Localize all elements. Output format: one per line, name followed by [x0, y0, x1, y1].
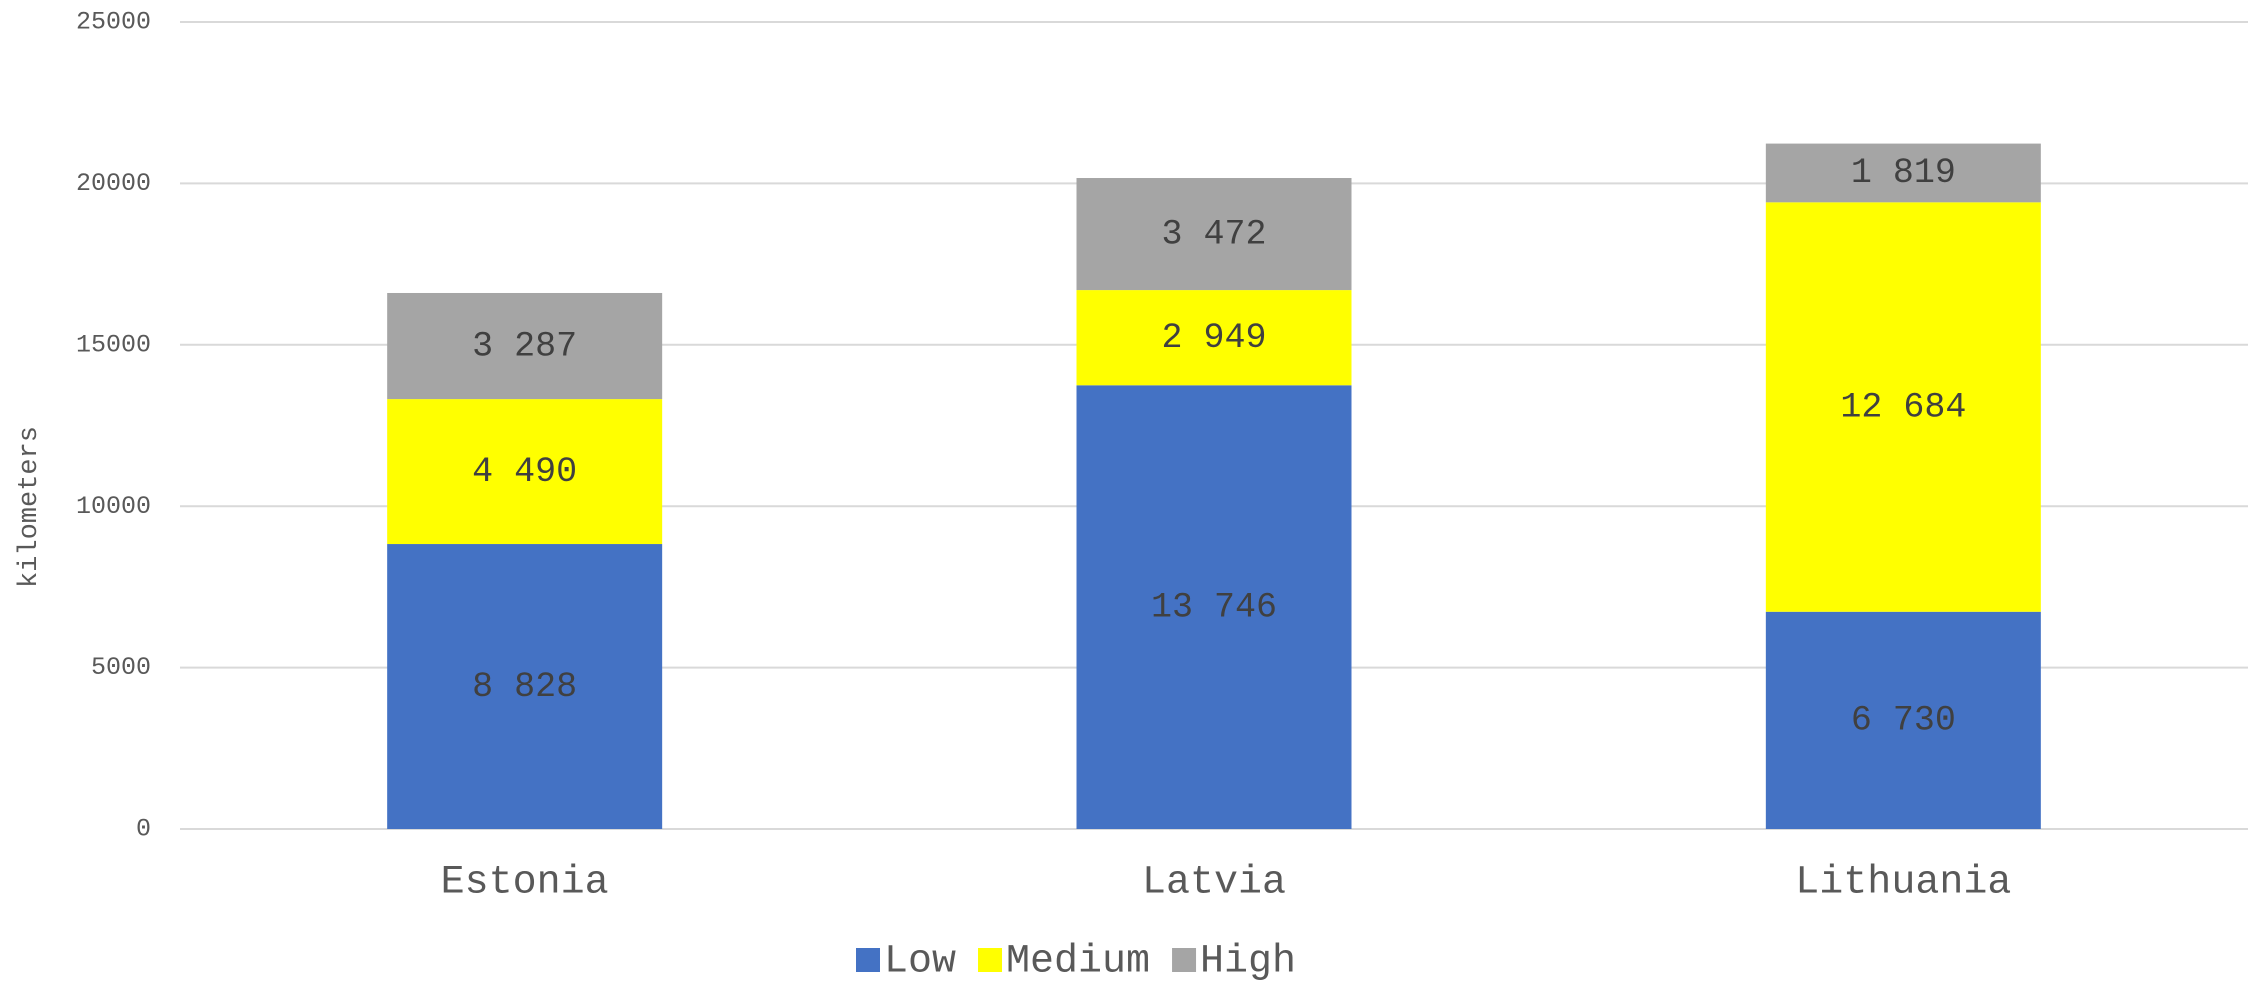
- bar-segment: [1076, 385, 1352, 829]
- data-label: 4 490: [472, 452, 577, 492]
- data-label: 1 819: [1851, 153, 1956, 193]
- x-tick-label: Latvia: [1142, 861, 1286, 906]
- x-tick-label: Lithuania: [1795, 861, 2011, 906]
- y-tick-label: 0: [136, 815, 151, 844]
- bar-segment: [1765, 202, 2041, 612]
- y-tick-label: 25000: [76, 8, 151, 37]
- bar-segment: [1765, 611, 2041, 829]
- y-tick-label: 15000: [76, 330, 151, 359]
- bar-segment: [387, 292, 663, 400]
- x-tick-label: Estonia: [441, 861, 609, 906]
- data-label: 3 472: [1161, 214, 1266, 254]
- y-tick-label: 5000: [91, 653, 151, 682]
- data-label: 13 746: [1151, 587, 1277, 627]
- data-label: 6 730: [1851, 701, 1956, 741]
- data-label: 2 949: [1161, 318, 1266, 358]
- bar-segment: [387, 544, 663, 829]
- bar-segment: [387, 399, 663, 545]
- y-tick-label: 20000: [76, 169, 151, 198]
- legend-label: High: [1200, 940, 1296, 982]
- y-axis-title: kilometers: [15, 426, 45, 588]
- legend-swatch: [856, 948, 880, 972]
- legend-label: Low: [884, 940, 956, 982]
- bar-segment: [1076, 178, 1352, 291]
- y-tick-label: 10000: [76, 492, 151, 521]
- legend-swatch: [1172, 948, 1197, 972]
- data-label: 12 684: [1840, 387, 1966, 427]
- data-label: 8 828: [472, 667, 577, 707]
- data-label: 3 287: [472, 326, 577, 366]
- legend-label: Medium: [1006, 940, 1150, 982]
- bar-segment: [1076, 290, 1352, 386]
- legend-swatch: [978, 948, 1003, 972]
- bar-segment: [1765, 143, 2041, 203]
